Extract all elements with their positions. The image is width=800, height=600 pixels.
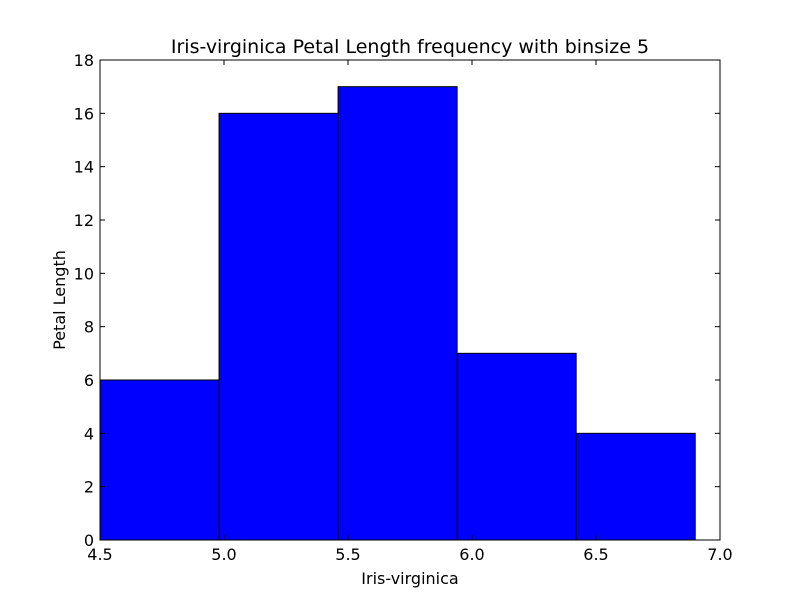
bars-group	[99, 86, 696, 541]
histogram-bar-5	[575, 432, 696, 541]
histogram-bar-4	[456, 352, 577, 541]
x-tick-label: 6.5	[583, 545, 608, 564]
x-axis-label: Iris-virginica	[361, 569, 458, 588]
histogram-bar-2	[218, 112, 339, 541]
y-tick-label: 16	[74, 104, 94, 123]
histogram-bar-3	[337, 86, 458, 541]
x-tick-label: 4.5	[87, 545, 112, 564]
x-tick-label: 5.5	[335, 545, 360, 564]
x-tick-label: 7.0	[707, 545, 732, 564]
y-tick-label: 12	[74, 211, 94, 230]
y-tick-label: 18	[74, 51, 94, 70]
histogram-bar-1	[99, 379, 220, 541]
chart-title: Iris-virginica Petal Length frequency wi…	[171, 36, 649, 58]
y-tick-label: 4	[84, 424, 94, 443]
y-tick-label: 6	[84, 371, 94, 390]
y-tick-label: 0	[84, 531, 94, 550]
y-tick-label: 2	[84, 478, 94, 497]
y-axis-label: Petal Length	[50, 250, 69, 350]
x-tick-label: 6.0	[459, 545, 484, 564]
x-tick-label: 5.0	[211, 545, 236, 564]
y-tick-label: 8	[84, 318, 94, 337]
plot-frame	[99, 59, 721, 541]
tick-labels-group: 4.5 5.0 5.5 6.0 6.5 7.0 0 2 4 6 8 10 12 14 16 18	[74, 51, 733, 564]
y-tick-label: 10	[74, 264, 94, 283]
y-tick-label: 14	[74, 158, 94, 177]
